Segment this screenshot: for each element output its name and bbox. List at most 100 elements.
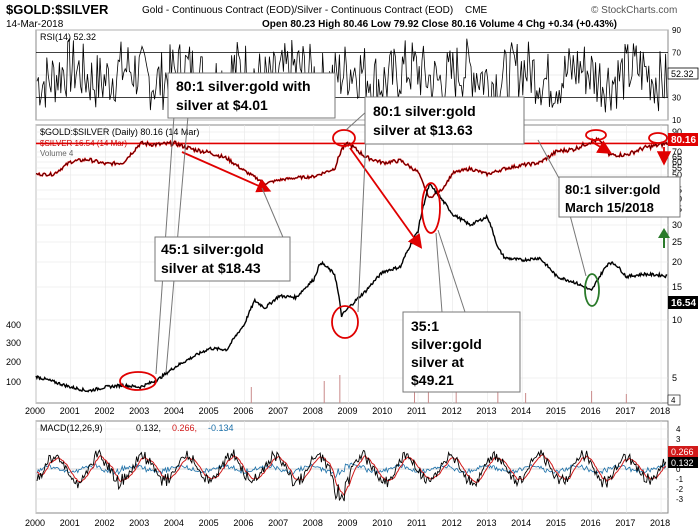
ann1-line1: 80:1 silver:gold with [176,78,311,94]
rsi-last-label: 52.32 [671,69,694,79]
macd-x-tick-label: 2012 [442,518,462,528]
price-right-tick-label: 65 [672,152,682,162]
macd-signal-line [36,454,667,497]
macd-last-label-signal: 0.266 [671,447,694,457]
macd-x-tick-label: 2004 [164,518,184,528]
price-right-tick-label: 30 [672,220,682,230]
ann5-line1: 80:1 silver:gold [565,182,660,197]
price-right-axis: 9080706560555045403530252015105 [672,127,682,383]
macd-title: MACD(12,26,9) [40,423,103,433]
chart-exchange: CME [465,5,488,16]
callout-ann2: 80:1 silver:gold silver at $13.63 [364,96,525,145]
macd-x-tick-label: 2006 [233,518,253,528]
ellipse-2003-low [119,371,157,391]
ann5-line2: March 15/2018 [565,200,654,215]
price-x-tick-label: 2001 [60,406,80,416]
price-right-tick-label: 15 [672,282,682,292]
arrow-2004-2006 [181,151,272,193]
macd-last-label: 0.132 [671,458,694,468]
ratio-last-label: 80.16 [671,135,696,146]
macd-x-tick-label: 2009 [338,518,358,528]
ellipse-2009-silver-low [331,305,359,339]
callout-ann3: 45:1 silver:gold silver at $18.43 [154,236,291,282]
green-arrow-head [658,228,670,238]
macd-histogram-line [36,462,667,478]
price-left-tick-label: 100 [6,377,21,387]
macd-x-tick-label: 2016 [581,518,601,528]
macd-x-tick-label: 2005 [199,518,219,528]
macd-x-tick-label: 2013 [476,518,496,528]
price-x-tick-label: 2004 [164,406,184,416]
price-x-tick-label: 2002 [94,406,114,416]
price-right-tick-label: 5 [672,373,677,383]
macd-x-axis: 2000 2001 2002 2003 2004 2005 2006 2007 2008 2009… [25,518,670,528]
price-x-tick-label: 2009 [338,406,358,416]
macd-x-tick-label: 2003 [129,518,149,528]
macd-x-tick-label: 2001 [60,518,80,528]
macd-x-tick-label: 2008 [303,518,323,528]
ann4-line3: silver at [411,354,464,370]
price-left-tick-label: 400 [6,320,21,330]
macd-tick-label: 0 [676,465,681,474]
price-x-tick-label: 2012 [442,406,462,416]
trend-arrows [181,140,672,249]
price-right-tick-label: 25 [672,237,682,247]
rsi-tick-label: 90 [672,26,681,35]
silver-series-line [35,183,668,393]
leader-ann4-b [437,229,466,313]
price-x-tick-label: 2011 [407,406,426,416]
volume-last-box [667,394,681,406]
ann4-line2: silver:gold [411,336,482,352]
leader-ann2-a [345,110,368,131]
macd-line [36,449,667,502]
leader-ann3 [261,187,286,243]
price-panel: 9080706560555045403530252015105 40030020… [6,124,698,416]
price-x-tick-label: 2014 [511,406,531,416]
price-left-axis: 400 300 200 100 [6,320,21,387]
price-right-tick-label: 20 [672,257,682,267]
price-right-tick-label: 90 [672,127,682,137]
chart-symbol: $GOLD:$SILVER [6,2,109,17]
price-left-tick-label: 200 [6,357,21,367]
ratio-series-inner [35,137,668,198]
leader-ann4-a [435,232,443,313]
macd-tick-label: -2 [676,485,684,494]
macd-tick-label: -1 [676,475,684,484]
ann4-line1: 35:1 [411,318,439,334]
volume-last-label: 4 [671,396,676,405]
macd-x-tick-label: 2000 [25,518,45,528]
rsi-title: RSI(14) 52.32 [40,32,96,42]
macd-x-tick-label: 2018 [650,518,670,528]
price-x-tick-label: 2010 [372,406,392,416]
price-right-tick-label: 55 [672,163,682,173]
legend-ratio: $GOLD:$SILVER (Daily) 80.16 (14 Mar) [40,127,199,137]
macd-panel: 43210-1-2-3 2000200120022003200420052006… [25,420,698,528]
brand-logo: © StockCharts.com [591,5,677,16]
price-x-tick-label: 2006 [233,406,253,416]
price-x-tick-label: 2013 [476,406,496,416]
macd-x-tick-label: 2017 [615,518,635,528]
ellipse-2009-ratio-high [332,129,356,147]
ann1-line2: silver at $4.01 [176,97,268,113]
annotation-markers [119,129,668,391]
green-arrow-up [658,228,670,248]
arrow-2009-2011 [349,147,423,249]
macd-value: 0.132, [136,423,161,433]
price-x-tick-label: 2018 [650,406,670,416]
price-right-tick-label: 60 [672,157,682,167]
silver-last-box [668,296,698,309]
price-left-tick-label: 300 [6,338,21,348]
price-right-tick-label: 50 [672,170,682,180]
price-x-axis: 2000 2001 2002 2003 2004 2005 2006 2007 2008 2009… [25,406,670,416]
arrow-2016 [591,140,613,154]
price-x-tick-label: 2000 [25,406,45,416]
ann3-line2: silver at $18.43 [161,260,261,276]
rsi-last-box [667,67,699,80]
price-right-tick-label: 70 [672,147,682,157]
price-right-tick-label: 10 [672,315,682,325]
rsi-tick-label: 70 [672,49,681,58]
legend-silver: $SILVER 16.54 (14 Mar) [40,139,127,148]
chart-date: 14-Mar-2018 [6,19,64,30]
